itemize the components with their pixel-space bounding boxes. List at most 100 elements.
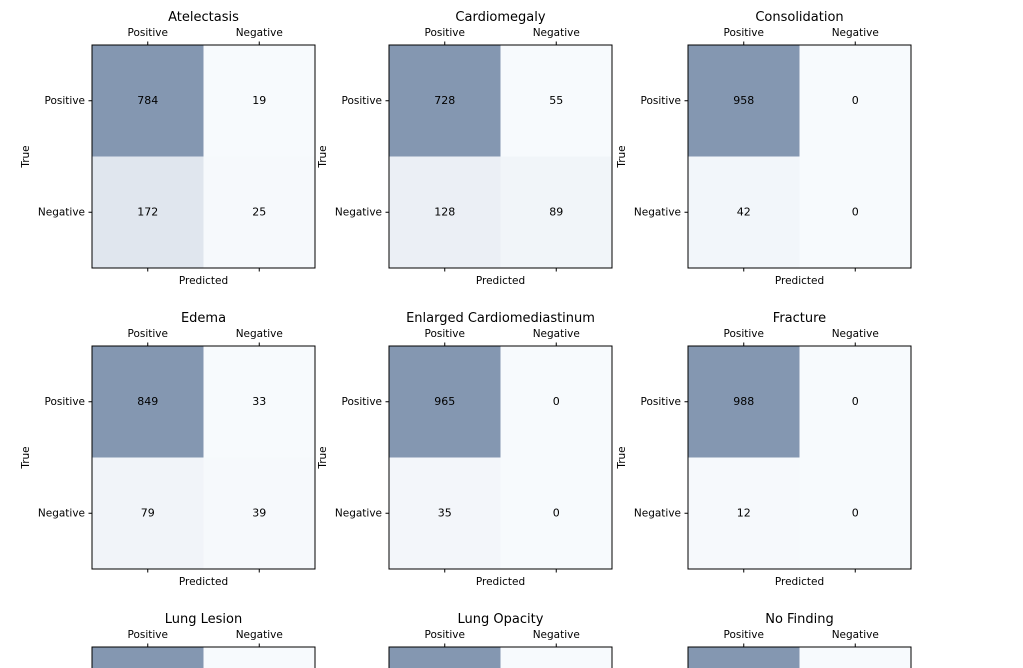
x-tick-label: Positive: [425, 328, 465, 340]
x-tick-label: Positive: [724, 629, 764, 641]
plot-frame: [687, 345, 912, 570]
plot-frame: [687, 44, 912, 269]
confusion-matrix-3: Consolidation Positive Negative 958 0 42 0 Posi…: [616, 10, 912, 287]
heatmap-cell: [203, 346, 315, 458]
chart-title: Enlarged Cardiomediastinum: [406, 311, 595, 326]
heatmap-cell: [500, 457, 612, 569]
y-tick-label: Positive: [641, 396, 681, 408]
x-tick-label: Positive: [724, 27, 764, 39]
heatmap-cell: [799, 647, 911, 668]
confusion-matrix-8: Lung Opacity Positive Negative: [388, 612, 613, 668]
x-tick-label: Positive: [128, 328, 168, 340]
x-axis-label: Predicted: [179, 275, 228, 287]
y-tick-label: Negative: [634, 206, 681, 218]
heatmap-cell: [799, 156, 911, 268]
confusion-matrix-5: Enlarged Cardiomediastinum Positive Negati…: [317, 311, 613, 588]
x-tick-label: Positive: [425, 27, 465, 39]
chart-title: Consolidation: [755, 10, 843, 25]
x-axis-label: Predicted: [476, 275, 525, 287]
y-tick-label: Positive: [342, 396, 382, 408]
y-tick-label: Negative: [38, 507, 85, 519]
heatmap-cell: [688, 457, 800, 569]
x-tick-label: Negative: [533, 328, 580, 340]
cell-value-label: 958: [733, 94, 754, 107]
plot-frame: [91, 345, 316, 570]
plot-frame: [388, 44, 613, 269]
plot-frame: [388, 646, 613, 668]
cell-value-label: 0: [553, 506, 560, 519]
cell-value-label: 12: [737, 506, 751, 519]
heatmap-cell: [500, 156, 612, 268]
heatmap-cell: [92, 647, 204, 668]
chart-title: Edema: [181, 311, 226, 326]
confusion-matrix-6: Fracture Positive Negative 988 0 12 0 Positive N…: [616, 311, 912, 588]
y-axis-label: True: [20, 145, 32, 168]
heatmap-cell: [92, 346, 204, 458]
cell-value-label: 79: [141, 506, 155, 519]
cell-value-label: 25: [252, 205, 266, 218]
cell-value-label: 35: [438, 506, 452, 519]
chart-title: Fracture: [773, 311, 826, 326]
plot-frame: [91, 646, 316, 668]
x-tick-label: Negative: [236, 27, 283, 39]
x-tick-label: Negative: [533, 629, 580, 641]
y-tick-label: Negative: [335, 507, 382, 519]
cell-value-label: 849: [137, 395, 158, 408]
chart-title: Cardiomegaly: [455, 10, 545, 25]
cell-value-label: 42: [737, 205, 751, 218]
y-tick-label: Negative: [335, 206, 382, 218]
heatmap-cell: [500, 647, 612, 668]
heatmap-cell: [500, 346, 612, 458]
heatmap-cell: [389, 45, 501, 157]
confusion-matrix-4: Edema Positive Negative 849 33 79 39 Positive Ne…: [20, 311, 316, 588]
y-tick-label: Positive: [342, 95, 382, 107]
x-tick-label: Positive: [724, 328, 764, 340]
x-tick-label: Negative: [533, 27, 580, 39]
cell-value-label: 33: [252, 395, 266, 408]
x-tick-label: Positive: [128, 27, 168, 39]
heatmap-cell: [799, 45, 911, 157]
y-axis-label: True: [317, 446, 329, 469]
heatmap-cell: [799, 457, 911, 569]
x-axis-label: Predicted: [476, 576, 525, 588]
heatmap-cell: [203, 457, 315, 569]
x-tick-label: Positive: [425, 629, 465, 641]
heatmap-cell: [688, 156, 800, 268]
y-tick-label: Positive: [641, 95, 681, 107]
cell-value-label: 988: [733, 395, 754, 408]
y-tick-label: Negative: [634, 507, 681, 519]
heatmap-cell: [389, 457, 501, 569]
x-axis-label: Predicted: [775, 576, 824, 588]
heatmap-cell: [389, 156, 501, 268]
x-tick-label: Negative: [236, 328, 283, 340]
cell-value-label: 0: [553, 395, 560, 408]
cell-value-label: 39: [252, 506, 266, 519]
y-axis-label: True: [20, 446, 32, 469]
cell-value-label: 0: [852, 506, 859, 519]
y-tick-label: Positive: [45, 95, 85, 107]
cell-value-label: 0: [852, 395, 859, 408]
x-tick-label: Negative: [832, 629, 879, 641]
y-axis-label: True: [616, 446, 628, 469]
cell-value-label: 784: [137, 94, 158, 107]
confusion-matrix-2: Cardiomegaly Positive Negative 728 55 128 89 Po…: [317, 10, 613, 287]
x-tick-label: Positive: [128, 629, 168, 641]
x-axis-label: Predicted: [775, 275, 824, 287]
chart-title: No Finding: [765, 612, 834, 627]
cell-value-label: 55: [549, 94, 563, 107]
plot-frame: [687, 646, 912, 668]
cell-value-label: 0: [852, 94, 859, 107]
confusion-matrix-7: Lung Lesion Positive Negative: [91, 612, 316, 668]
heatmap-cell: [203, 156, 315, 268]
plot-frame: [388, 345, 613, 570]
cell-value-label: 19: [252, 94, 266, 107]
x-axis-label: Predicted: [179, 576, 228, 588]
chart-title: Lung Opacity: [458, 612, 544, 627]
cell-value-label: 965: [434, 395, 455, 408]
heatmap-cell: [500, 45, 612, 157]
y-axis-label: True: [317, 145, 329, 168]
y-tick-label: Positive: [45, 396, 85, 408]
cell-value-label: 0: [852, 205, 859, 218]
